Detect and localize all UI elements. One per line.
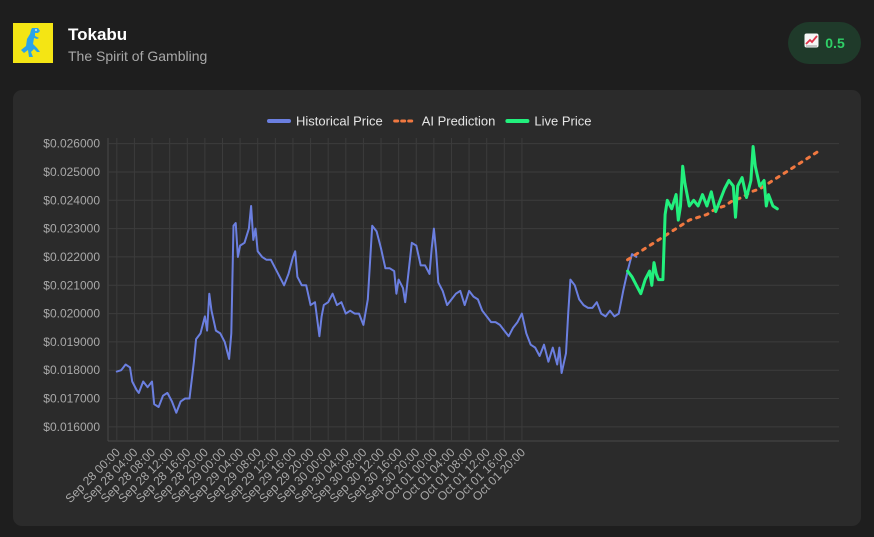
- app-header: Tokabu The Spirit of Gambling 0.5: [0, 0, 874, 88]
- y-tick-label: $0.023000: [43, 222, 100, 236]
- y-tick-label: $0.017000: [43, 392, 100, 406]
- y-tick-label: $0.020000: [43, 307, 100, 321]
- y-tick-label: $0.016000: [43, 420, 100, 434]
- y-axis-ticks: $0.016000 $0.017000 $0.018000 $0.019000 $0.0…: [43, 137, 100, 434]
- y-tick-label: $0.021000: [43, 278, 100, 292]
- series-lines: [115, 145, 823, 414]
- series-line-ai-prediction: [626, 147, 823, 262]
- y-tick-label: $0.018000: [43, 363, 100, 377]
- y-tick-label: $0.019000: [43, 335, 100, 349]
- legend-label: AI Prediction: [422, 114, 496, 129]
- dinosaur-icon: [21, 28, 40, 57]
- legend: Historical Price AI Prediction Live Price: [267, 114, 591, 129]
- y-tick-label: $0.026000: [43, 137, 100, 151]
- app-subtitle: The Spirit of Gambling: [68, 48, 208, 64]
- grid-lines: [107, 138, 839, 442]
- y-tick-label: $0.025000: [43, 165, 100, 179]
- legend-item[interactable]: Historical Price: [267, 114, 383, 129]
- legend-item[interactable]: Live Price: [505, 114, 591, 129]
- y-tick-label: $0.024000: [43, 193, 100, 207]
- series-line-live-price: [626, 145, 779, 296]
- price-chart-card: $0.016000 $0.017000 $0.018000 $0.019000 $0.0…: [13, 90, 861, 526]
- price-chart[interactable]: $0.016000 $0.017000 $0.018000 $0.019000 $0.0…: [13, 90, 861, 526]
- score-badge[interactable]: 0.5: [788, 22, 861, 64]
- legend-label: Historical Price: [296, 114, 383, 129]
- y-tick-label: $0.022000: [43, 250, 100, 264]
- tokabu-logo: [13, 23, 53, 63]
- legend-label: Live Price: [534, 114, 591, 129]
- score-value: 0.5: [825, 35, 845, 51]
- app-title: Tokabu: [68, 25, 128, 44]
- chart-up-icon: [804, 33, 819, 53]
- series-line-historical-price: [115, 205, 638, 414]
- legend-item[interactable]: AI Prediction: [393, 114, 496, 129]
